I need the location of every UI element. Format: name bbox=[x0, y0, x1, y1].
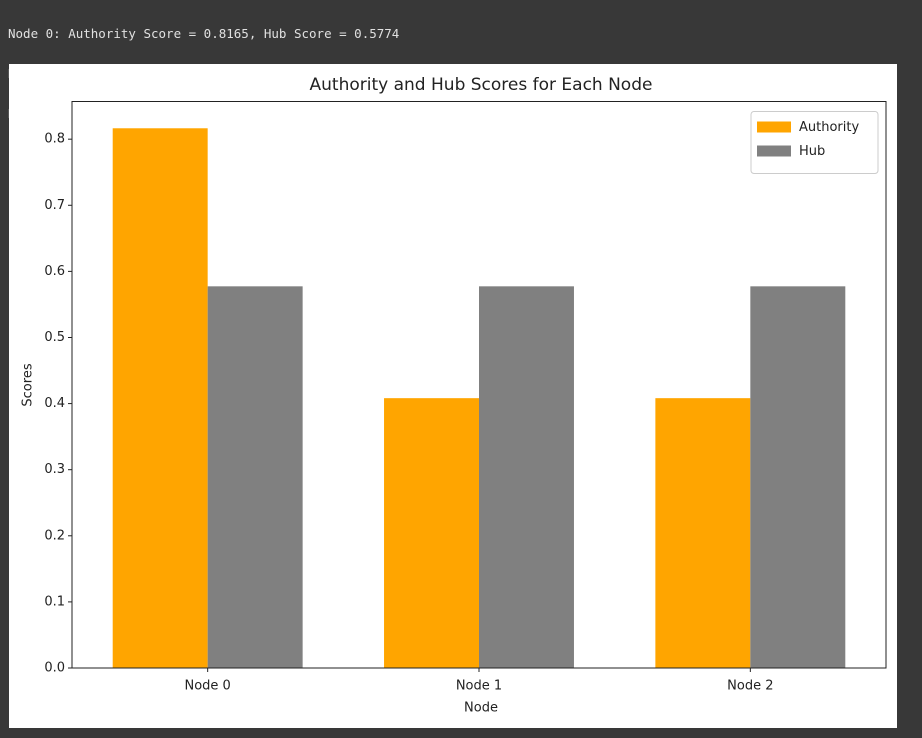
x-tick-label: Node 1 bbox=[456, 679, 502, 694]
legend-swatch bbox=[757, 145, 791, 157]
y-tick-label: 0.2 bbox=[44, 528, 65, 543]
x-tick-label: Node 0 bbox=[184, 679, 230, 694]
x-tick-label: Node 2 bbox=[727, 679, 773, 694]
legend-label: Hub bbox=[799, 144, 825, 159]
y-tick-label: 0.4 bbox=[44, 396, 65, 411]
bar bbox=[750, 286, 846, 668]
chart: Authority and Hub Scores for Each Node N… bbox=[9, 64, 897, 728]
chart-title: Authority and Hub Scores for Each Node bbox=[310, 75, 653, 95]
bar bbox=[655, 398, 751, 668]
y-tick-label: 0.1 bbox=[44, 594, 65, 609]
bar bbox=[479, 286, 574, 668]
y-tick-label: 0.0 bbox=[44, 661, 65, 676]
y-axis-label: Scores bbox=[21, 363, 36, 406]
axes-frame bbox=[71, 101, 887, 669]
bar bbox=[207, 286, 303, 668]
y-tick-label: 0.8 bbox=[44, 132, 65, 147]
y-tick-label: 0.5 bbox=[44, 330, 65, 345]
legend-label: Authority bbox=[799, 120, 859, 135]
y-tick-label: 0.6 bbox=[44, 264, 65, 279]
bar bbox=[384, 398, 479, 668]
legend-swatch bbox=[757, 121, 791, 133]
x-axis-label: Node bbox=[464, 701, 498, 716]
y-tick-label: 0.3 bbox=[44, 462, 65, 477]
bar bbox=[112, 128, 208, 668]
output-line: Node 0: Authority Score = 0.8165, Hub Sc… bbox=[8, 26, 400, 41]
y-tick-label: 0.7 bbox=[44, 198, 65, 213]
